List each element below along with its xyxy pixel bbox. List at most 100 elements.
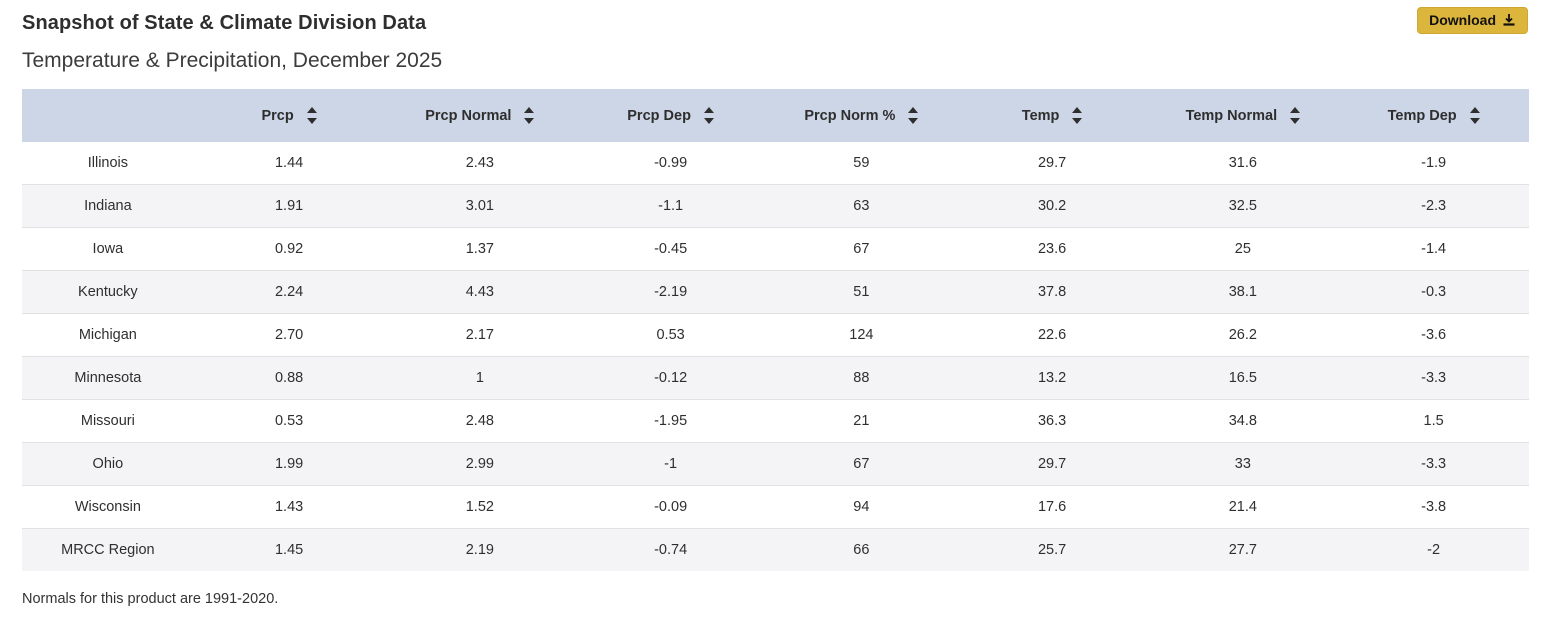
data-cell: -0.09 bbox=[575, 485, 766, 529]
data-cell: 67 bbox=[765, 227, 957, 271]
data-cell: 26.2 bbox=[1147, 313, 1339, 357]
column-header-label: Temp Normal bbox=[1185, 107, 1278, 124]
data-cell: 2.70 bbox=[193, 313, 385, 357]
sort-arrows-icon bbox=[1469, 107, 1480, 124]
sort-descending-icon bbox=[524, 118, 535, 124]
state-name-cell: Iowa bbox=[22, 227, 194, 271]
table-row: MRCC Region 1.45 2.19 -0.74 66 25.7 27.7 -2 bbox=[22, 528, 1529, 571]
sort-ascending-icon bbox=[1469, 107, 1480, 113]
state-name-cell: MRCC Region bbox=[22, 528, 194, 571]
data-cell: 16.5 bbox=[1147, 356, 1339, 400]
sort-descending-icon bbox=[1290, 118, 1301, 124]
data-cell: -1.1 bbox=[575, 184, 766, 228]
data-cell: 2.48 bbox=[384, 399, 576, 443]
data-cell: -1.4 bbox=[1338, 227, 1529, 271]
data-cell: 0.92 bbox=[193, 227, 385, 271]
table-row: Minnesota 0.88 1 -0.12 88 13.2 16.5 -3.3 bbox=[22, 356, 1529, 400]
data-cell: 2.17 bbox=[384, 313, 576, 357]
data-cell: -3.6 bbox=[1338, 313, 1529, 357]
data-cell: 59 bbox=[765, 142, 957, 185]
table-row: Illinois 1.44 2.43 -0.99 59 29.7 31.6 -1.9 bbox=[22, 142, 1529, 185]
state-name-cell: Kentucky bbox=[22, 270, 194, 314]
data-cell: 4.43 bbox=[384, 270, 576, 314]
sort-descending-icon bbox=[1072, 118, 1083, 124]
data-cell: -3.8 bbox=[1338, 485, 1529, 529]
data-cell: 0.53 bbox=[193, 399, 385, 443]
sort-descending-icon bbox=[306, 118, 317, 124]
data-cell: 37.8 bbox=[956, 270, 1148, 314]
data-cell: -2.3 bbox=[1338, 184, 1529, 228]
table-header-row: Prcp Prcp Normal bbox=[22, 89, 1529, 142]
state-name-cell: Michigan bbox=[22, 313, 194, 357]
table-row: Wisconsin 1.43 1.52 -0.09 94 17.6 21.4 -3.8 bbox=[22, 485, 1529, 529]
table-header: Prcp Prcp Normal bbox=[22, 89, 1529, 142]
data-cell: 1.99 bbox=[193, 442, 385, 486]
sort-arrows-icon bbox=[1290, 107, 1301, 124]
column-header-prcp-norm-pct[interactable]: Prcp Norm % bbox=[765, 89, 957, 142]
data-cell: 13.2 bbox=[956, 356, 1148, 400]
column-header-label: Prcp Dep bbox=[627, 107, 691, 124]
data-cell: 1.37 bbox=[384, 227, 576, 271]
sort-ascending-icon bbox=[306, 107, 317, 113]
table-body: Illinois 1.44 2.43 -0.99 59 29.7 31.6 -1.9 India… bbox=[22, 142, 1529, 571]
data-cell: 2.99 bbox=[384, 442, 576, 486]
data-cell: -0.74 bbox=[575, 528, 766, 571]
data-cell: -1 bbox=[575, 442, 766, 486]
data-cell: 1.44 bbox=[193, 142, 385, 185]
data-cell: 51 bbox=[765, 270, 957, 314]
data-cell: 34.8 bbox=[1147, 399, 1339, 443]
data-cell: 22.6 bbox=[956, 313, 1148, 357]
data-cell: 2.24 bbox=[193, 270, 385, 314]
data-cell: -0.99 bbox=[575, 142, 766, 185]
data-cell: 0.88 bbox=[193, 356, 385, 400]
climate-data-table: Prcp Prcp Normal bbox=[22, 89, 1529, 571]
data-cell: 29.7 bbox=[956, 442, 1148, 486]
data-cell: -3.3 bbox=[1338, 356, 1529, 400]
data-cell: 3.01 bbox=[384, 184, 576, 228]
state-name-cell: Illinois bbox=[22, 142, 194, 185]
data-cell: 27.7 bbox=[1147, 528, 1339, 571]
data-cell: 66 bbox=[765, 528, 957, 571]
data-cell: -1.9 bbox=[1338, 142, 1529, 185]
column-header-prcp-normal[interactable]: Prcp Normal bbox=[384, 89, 576, 142]
sort-descending-icon bbox=[1469, 118, 1480, 124]
data-cell: 67 bbox=[765, 442, 957, 486]
data-cell: 124 bbox=[765, 313, 957, 357]
state-name-cell: Missouri bbox=[22, 399, 194, 443]
column-header-label: Temp bbox=[1021, 107, 1060, 124]
column-header-prcp-dep[interactable]: Prcp Dep bbox=[575, 89, 766, 142]
column-header-temp-normal[interactable]: Temp Normal bbox=[1147, 89, 1339, 142]
data-cell: 0.53 bbox=[575, 313, 766, 357]
data-cell: -1.95 bbox=[575, 399, 766, 443]
table-row: Michigan 2.70 2.17 0.53 124 22.6 26.2 -3.6 bbox=[22, 313, 1529, 357]
column-header-temp-dep[interactable]: Temp Dep bbox=[1338, 89, 1529, 142]
sort-ascending-icon bbox=[703, 107, 714, 113]
state-name-cell: Minnesota bbox=[22, 356, 194, 400]
sort-ascending-icon bbox=[1290, 107, 1301, 113]
data-cell: 21 bbox=[765, 399, 957, 443]
data-cell: 30.2 bbox=[956, 184, 1148, 228]
data-cell: 1.91 bbox=[193, 184, 385, 228]
data-cell: 17.6 bbox=[956, 485, 1148, 529]
column-header-temp[interactable]: Temp bbox=[956, 89, 1148, 142]
data-cell: -2.19 bbox=[575, 270, 766, 314]
sort-descending-icon bbox=[908, 118, 919, 124]
data-cell: 94 bbox=[765, 485, 957, 529]
sort-ascending-icon bbox=[908, 107, 919, 113]
data-cell: -0.12 bbox=[575, 356, 766, 400]
column-header-prcp[interactable]: Prcp bbox=[193, 89, 385, 142]
data-cell: 33 bbox=[1147, 442, 1339, 486]
sort-arrows-icon bbox=[908, 107, 919, 124]
column-header-label: Temp Dep bbox=[1387, 107, 1457, 124]
data-cell: -0.3 bbox=[1338, 270, 1529, 314]
download-button[interactable]: Download bbox=[1417, 7, 1528, 34]
state-name-cell: Indiana bbox=[22, 184, 194, 228]
sort-arrows-icon bbox=[1072, 107, 1083, 124]
data-cell: -0.45 bbox=[575, 227, 766, 271]
data-cell: 36.3 bbox=[956, 399, 1148, 443]
data-cell: 32.5 bbox=[1147, 184, 1339, 228]
table-row: Ohio 1.99 2.99 -1 67 29.7 33 -3.3 bbox=[22, 442, 1529, 486]
data-cell: 1.5 bbox=[1338, 399, 1529, 443]
data-cell: 1.52 bbox=[384, 485, 576, 529]
page-title: Snapshot of State & Climate Division Dat… bbox=[22, 12, 427, 34]
